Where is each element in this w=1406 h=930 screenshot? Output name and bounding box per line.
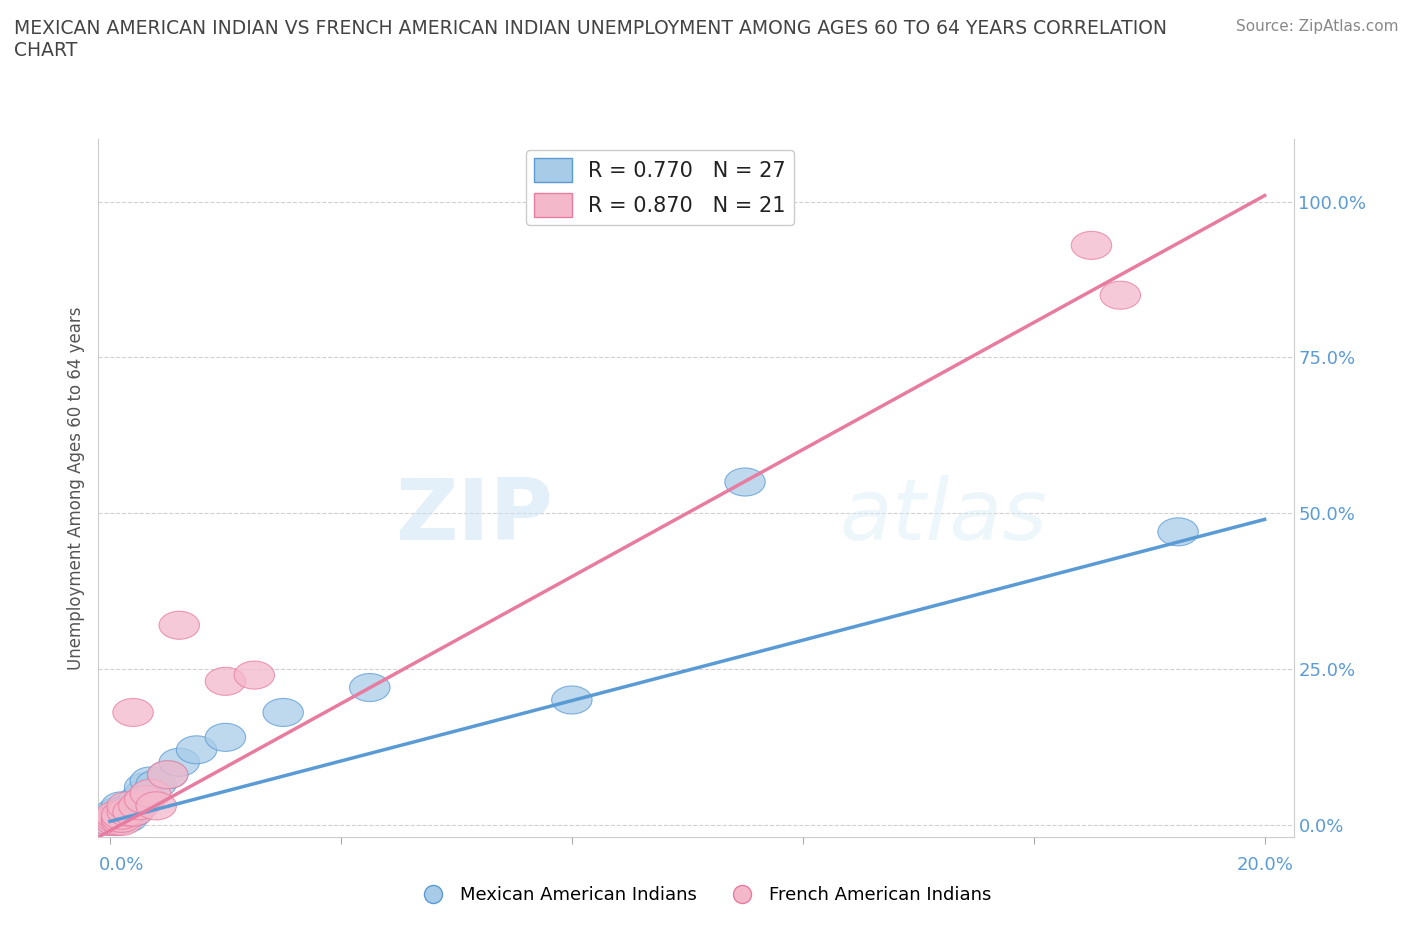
Text: Source: ZipAtlas.com: Source: ZipAtlas.com	[1236, 19, 1399, 33]
Legend: Mexican American Indians, French American Indians: Mexican American Indians, French America…	[408, 879, 998, 911]
Text: 20.0%: 20.0%	[1237, 856, 1294, 873]
Y-axis label: Unemployment Among Ages 60 to 64 years: Unemployment Among Ages 60 to 64 years	[66, 307, 84, 670]
Text: ZIP: ZIP	[395, 474, 553, 558]
Text: atlas: atlas	[839, 474, 1047, 558]
Text: 0.0%: 0.0%	[98, 856, 143, 873]
Text: MEXICAN AMERICAN INDIAN VS FRENCH AMERICAN INDIAN UNEMPLOYMENT AMONG AGES 60 TO : MEXICAN AMERICAN INDIAN VS FRENCH AMERIC…	[14, 19, 1167, 60]
Legend: R = 0.770   N = 27, R = 0.870   N = 21: R = 0.770 N = 27, R = 0.870 N = 21	[526, 150, 794, 225]
